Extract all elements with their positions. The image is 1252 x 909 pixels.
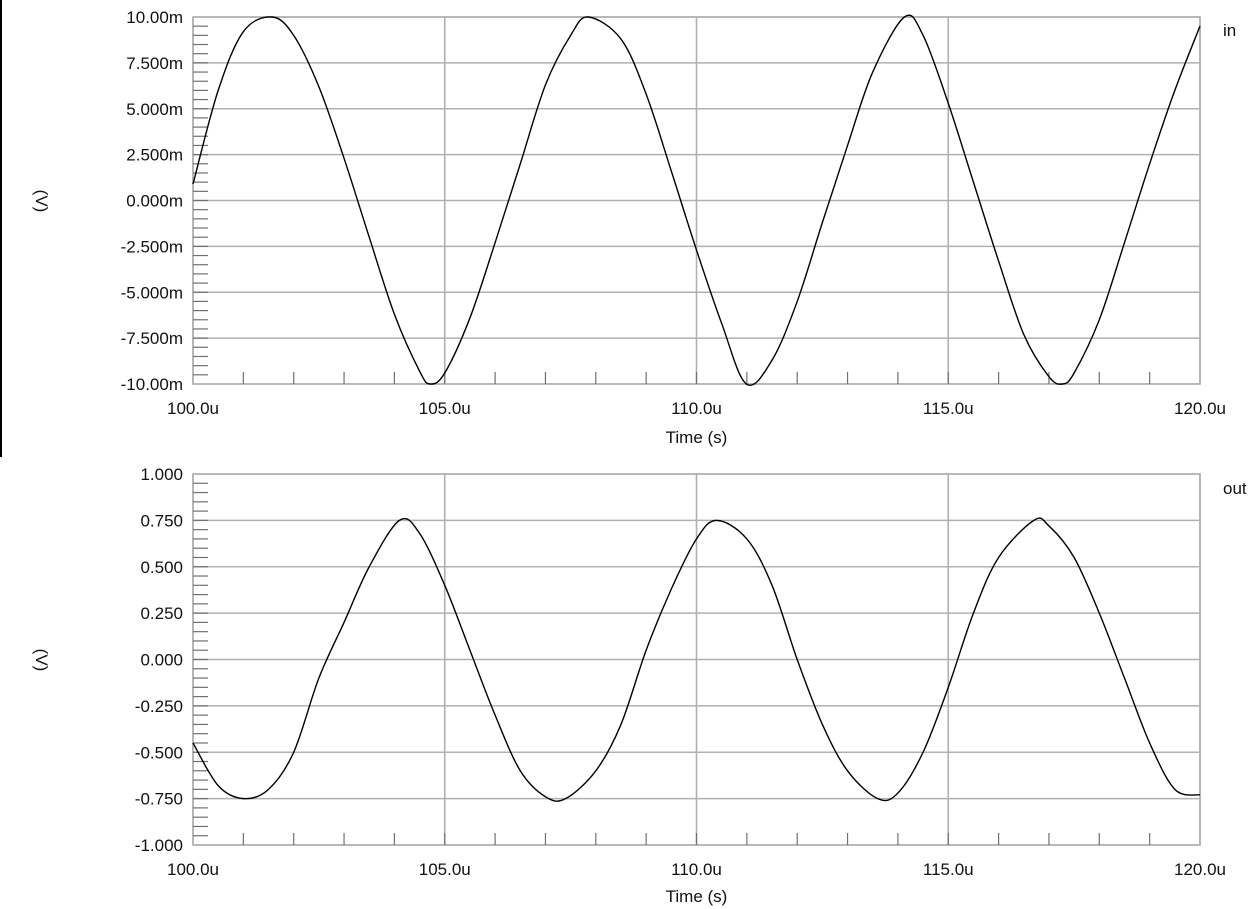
y-tick-label: -2.500m (121, 237, 183, 256)
x-axis-label: Time (s) (666, 887, 728, 906)
trace-label: out (1223, 479, 1247, 498)
y-tick-label: 0.500 (140, 558, 183, 577)
y-tick-label: 7.500m (126, 54, 183, 73)
x-axis-label: Time (s) (666, 428, 728, 447)
y-tick-label: 0.000m (126, 192, 183, 211)
y-tick-label: -7.500m (121, 329, 183, 348)
y-tick-label: -10.00m (121, 375, 183, 394)
x-tick-label: 110.0u (671, 860, 722, 879)
y-axis-label: (V) (32, 649, 51, 672)
x-tick-label: 100.0u (167, 860, 219, 879)
series-line-in (192, 14, 1201, 386)
x-tick-label: 115.0u (923, 399, 974, 418)
y-tick-label: -0.500 (135, 743, 183, 762)
x-tick-label: 120.0u (1174, 860, 1226, 879)
left-window-edge-top (0, 0, 2, 457)
y-tick-label: 1.000 (140, 465, 183, 484)
y-tick-label: 0.750 (140, 511, 183, 530)
x-tick-label: 115.0u (923, 860, 974, 879)
x-tick-label: 105.0u (419, 860, 471, 879)
y-tick-label: -0.750 (135, 790, 183, 809)
x-tick-label: 100.0u (167, 399, 219, 418)
series-line-out (192, 517, 1201, 802)
y-tick-label: -1.000 (135, 836, 183, 855)
y-tick-label: 2.500m (126, 146, 183, 165)
y-tick-label: 0.000 (140, 651, 183, 670)
y-tick-label: -0.250 (135, 697, 183, 716)
plot-panel-in (192, 14, 1201, 386)
x-tick-label: 110.0u (671, 399, 722, 418)
y-axis-label: (V) (32, 190, 51, 213)
x-tick-label: 120.0u (1174, 399, 1226, 418)
trace-label: in (1223, 21, 1236, 40)
plot-panel-out (192, 473, 1201, 846)
y-tick-label: -5.000m (121, 283, 183, 302)
y-tick-label: 0.250 (140, 604, 183, 623)
x-tick-label: 105.0u (419, 399, 471, 418)
y-tick-label: 10.00m (126, 8, 183, 27)
y-tick-label: 5.000m (126, 100, 183, 119)
